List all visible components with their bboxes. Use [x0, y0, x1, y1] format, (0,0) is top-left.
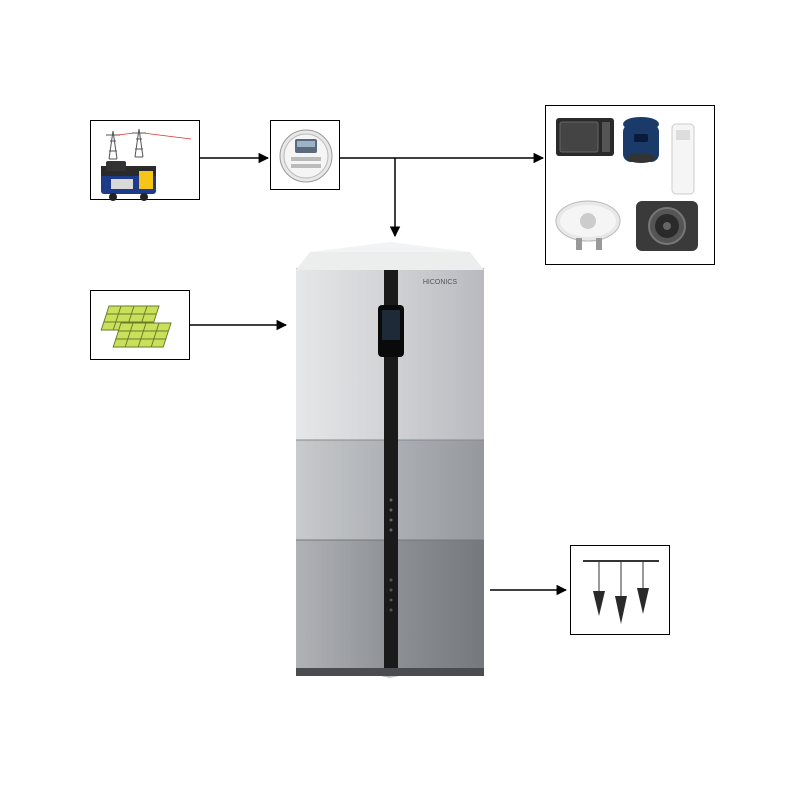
- brand-label: HICONICS: [423, 279, 458, 286]
- ac-unit-icon: [672, 124, 694, 194]
- node-solar: [90, 290, 190, 360]
- washer-icon: [636, 201, 698, 251]
- pendant-lights-icon: [571, 546, 671, 636]
- transmission-towers-icon: [91, 121, 201, 201]
- solar-panels-icon: [91, 291, 191, 361]
- node-meter: [270, 120, 340, 190]
- node-storage-unit: HICONICS: [290, 240, 490, 680]
- node-appliances: [545, 105, 715, 265]
- node-grid-generator: [90, 120, 200, 200]
- electric-meter-icon: [271, 121, 341, 191]
- node-lighting: [570, 545, 670, 635]
- air-fryer-icon: [623, 117, 659, 163]
- water-heater-icon: [556, 201, 620, 250]
- appliances-icon: [546, 106, 716, 266]
- generator-icon: [101, 161, 156, 201]
- microwave-icon: [556, 118, 614, 156]
- energy-storage-icon: HICONICS: [290, 240, 490, 680]
